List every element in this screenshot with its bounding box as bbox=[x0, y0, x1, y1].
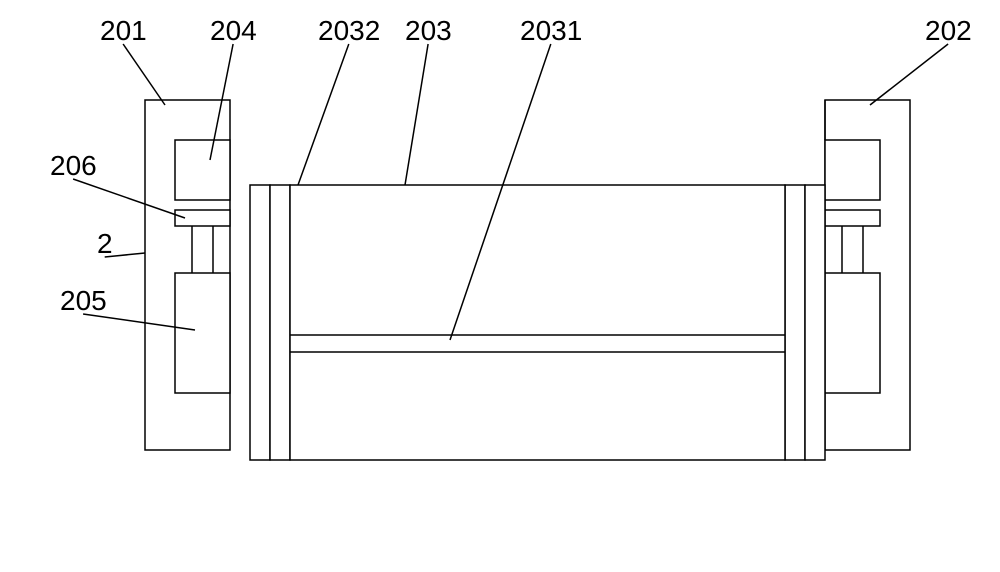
label-203: 203 bbox=[405, 15, 452, 46]
label-201: 201 bbox=[100, 15, 147, 46]
label-2032: 2032 bbox=[318, 15, 380, 46]
right-inner-block bbox=[825, 140, 880, 200]
right-cylinder-body bbox=[825, 273, 880, 393]
label-2031: 2031 bbox=[520, 15, 582, 46]
left-cylinder-body bbox=[175, 273, 230, 393]
label-2: 2 bbox=[97, 228, 113, 259]
left-narrow-stub-1 bbox=[250, 185, 270, 460]
right-narrow-stub-1 bbox=[785, 185, 805, 460]
right-narrow-stub-2 bbox=[805, 185, 825, 460]
label-205: 205 bbox=[60, 285, 107, 316]
label-204: 204 bbox=[210, 15, 257, 46]
main-horizontal-body bbox=[290, 185, 785, 460]
leader-202 bbox=[870, 44, 948, 105]
right-small-crossbar bbox=[825, 210, 880, 226]
label-202: 202 bbox=[925, 15, 972, 46]
diagram-canvas: 201 204 2032 203 2031 202 206 2 205 bbox=[0, 0, 1000, 572]
left-narrow-stub-2 bbox=[270, 185, 290, 460]
left-inner-block bbox=[175, 140, 230, 200]
leader-201 bbox=[123, 44, 165, 105]
label-206: 206 bbox=[50, 150, 97, 181]
leader-2032 bbox=[298, 44, 349, 185]
leader-203 bbox=[405, 44, 428, 185]
